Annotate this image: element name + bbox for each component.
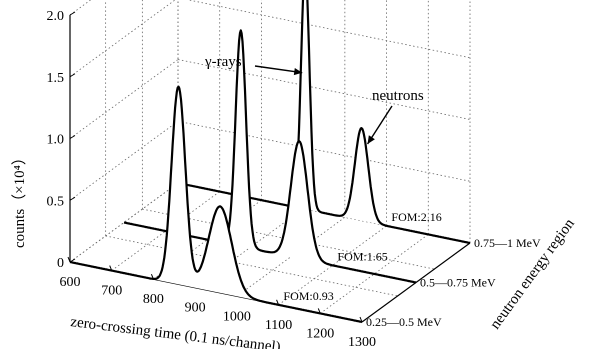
series-line <box>69 85 363 324</box>
y-tick <box>69 196 76 201</box>
x-tick-label: 800 <box>143 292 164 307</box>
x-tick-label: 600 <box>60 275 81 290</box>
z-axis-title: neutron energy region <box>487 216 578 333</box>
series-line <box>177 0 471 245</box>
y-tick <box>69 73 76 78</box>
y-tick-label: 0 <box>57 256 64 271</box>
y-tick-label: 0.5 <box>47 194 65 209</box>
y-tick <box>69 11 76 16</box>
y-tick <box>69 135 76 139</box>
y-tick-label: 2.0 <box>47 9 65 24</box>
series-occluder <box>70 86 362 322</box>
x-tick-label: 1000 <box>223 309 251 324</box>
fom-label: FOM:2.16 <box>391 210 441 224</box>
energy-region-label: 0.25—0.5 MeV <box>366 315 442 329</box>
x-tick-label: 700 <box>101 284 122 299</box>
neutron-arrow-head <box>367 135 375 144</box>
energy-region-label: 0.75—1 MeV <box>474 236 541 250</box>
left-wall-gridline-y <box>69 120 179 201</box>
fom-label: FOM:1.65 <box>337 250 387 264</box>
y-tick-label: 1.5 <box>47 71 65 86</box>
labels-layer: 600 700 800 900 1000 1100 1200 1300 0 0.5 1.0 1.5 2.… <box>47 9 541 349</box>
back-wall-gridline-y <box>177 59 471 120</box>
fom-label: FOM:0.93 <box>283 289 333 303</box>
axes-layer <box>67 11 471 323</box>
x-tick <box>67 256 71 263</box>
back-wall-gridline-y <box>177 120 471 182</box>
x-tick-label: 1300 <box>348 335 376 349</box>
x-tick-label: 1100 <box>265 318 292 333</box>
left-wall-gridline-y <box>69 59 179 139</box>
left-wall-gridline-y <box>69 0 92 16</box>
back-wall-gridline-y <box>186 0 471 59</box>
x-tick-label: 1200 <box>306 326 334 341</box>
neutron-annotation: neutrons <box>372 88 424 104</box>
gamma-annotation: γ-rays <box>204 54 242 70</box>
left-wall-gridline-y <box>69 0 176 78</box>
y-axis-title: counts（×10⁴） <box>11 150 28 248</box>
series-layer <box>69 0 471 324</box>
y-tick-label: 1.0 <box>47 133 65 148</box>
gamma-arrow-head <box>293 68 303 76</box>
x-tick-label: 900 <box>185 301 206 316</box>
floor-gridline-depth <box>105 235 398 297</box>
energy-region-label: 0.5—0.75 MeV <box>420 276 496 290</box>
